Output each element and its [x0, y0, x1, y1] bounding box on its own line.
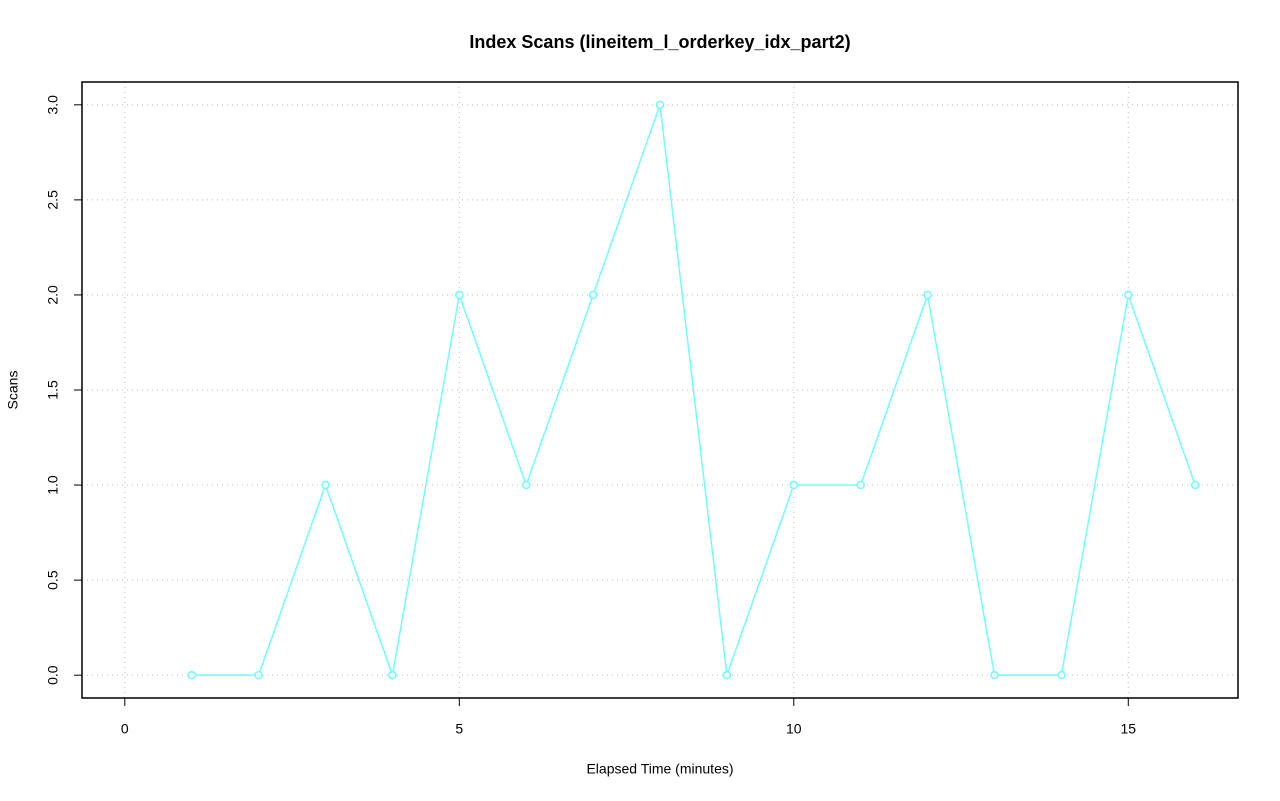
y-axis-label: Scans — [5, 371, 21, 410]
series-line — [191, 104, 1196, 679]
data-point — [321, 480, 330, 490]
x-tick-label: 5 — [455, 721, 463, 737]
data-point — [923, 290, 932, 300]
y-tick-label: 0.0 — [45, 665, 61, 685]
x-tick-label: 10 — [786, 721, 802, 737]
data-point — [455, 290, 464, 300]
data-point — [789, 480, 799, 490]
y-tick-label: 1.5 — [45, 380, 61, 400]
data-point — [655, 100, 665, 110]
y-tick-label: 2.5 — [45, 190, 61, 210]
data-point — [1190, 480, 1200, 490]
data-point — [1124, 290, 1133, 300]
data-point — [856, 480, 865, 490]
y-tick-label: 0.5 — [45, 570, 61, 590]
plot-frame — [81, 81, 1239, 699]
chart-title: Index Scans (lineitem_l_orderkey_idx_par… — [469, 32, 850, 52]
data-point — [187, 670, 196, 680]
data-point — [588, 290, 598, 300]
data-point — [254, 670, 263, 680]
data-point — [388, 670, 397, 680]
data-point — [1057, 670, 1066, 680]
y-tick-label: 2.0 — [45, 285, 61, 305]
y-tick-label: 1.0 — [45, 475, 61, 495]
data-point — [990, 670, 999, 680]
data-point — [722, 670, 732, 680]
x-tick-label: 15 — [1120, 721, 1136, 737]
data-point — [521, 480, 531, 490]
y-tick-label: 3.0 — [45, 95, 61, 115]
x-tick-label: 0 — [121, 721, 129, 737]
x-axis-label: Elapsed Time (minutes) — [586, 761, 733, 777]
